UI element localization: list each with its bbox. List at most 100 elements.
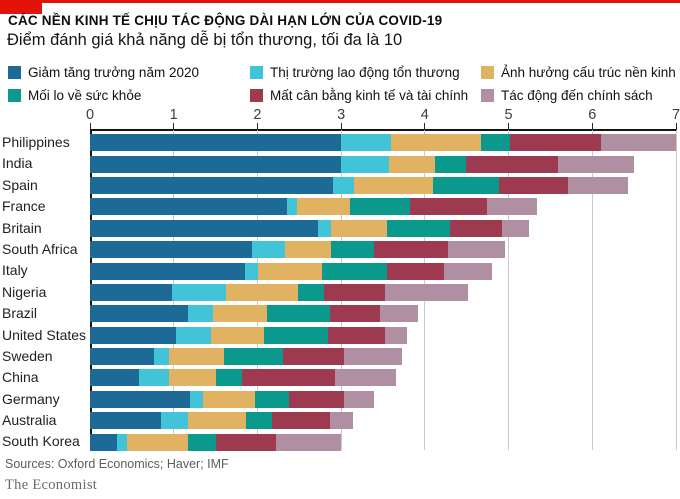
- bar-segment: [433, 176, 499, 194]
- red-tab: [0, 0, 42, 14]
- x-axis: 0 1 2 3 4 5 6 7: [86, 107, 680, 131]
- bar-segment: [335, 369, 397, 387]
- bar-row: [90, 389, 676, 410]
- bar-segment: [387, 219, 450, 237]
- stacked-bar: [90, 305, 419, 323]
- bar-segment: [480, 134, 511, 152]
- bar-row: [90, 260, 676, 281]
- gridline: [591, 130, 593, 450]
- bar-segment: [286, 198, 297, 216]
- axis-tick-label: 4: [420, 107, 429, 123]
- bar-segment: [298, 283, 324, 301]
- bar-segment: [283, 348, 345, 366]
- bar-segment: [465, 155, 558, 173]
- bar-segment: [510, 134, 602, 152]
- bar-rows: [90, 132, 676, 453]
- legend-swatch: [250, 65, 263, 79]
- bar-segment: [285, 241, 332, 259]
- bar-segment: [557, 155, 635, 173]
- bar-segment: [448, 241, 506, 259]
- legend-swatch: [481, 65, 494, 79]
- axis-tick: [508, 123, 510, 130]
- axis-tick: [591, 123, 593, 130]
- bar-row: [90, 303, 676, 324]
- country-label: Philippines: [2, 134, 70, 150]
- stacked-bar: [90, 198, 538, 216]
- axis-tick: [424, 123, 426, 130]
- legend: Giảm tăng trưởng năm 2020 Thị trường lao …: [8, 63, 680, 104]
- bar-segment: [252, 241, 286, 259]
- legend-label: Mất cân bằng kinh tế và tài chính: [270, 87, 469, 103]
- bar-segment: [330, 305, 380, 323]
- stacked-bar: [90, 348, 403, 366]
- bar-segment: [353, 176, 434, 194]
- bar-segment: [187, 433, 217, 451]
- bar-segment: [90, 412, 162, 430]
- bar-segment: [161, 412, 188, 430]
- bar-segment: [223, 348, 284, 366]
- bar-segment: [501, 219, 529, 237]
- bar-row: [90, 367, 676, 388]
- bar-segment: [373, 241, 449, 259]
- legend-item: Mối lo về sức khỏe: [8, 86, 250, 104]
- axis-tick: [675, 123, 677, 130]
- legend-swatch: [481, 88, 494, 102]
- bar-row: [90, 239, 676, 260]
- legend-swatch: [250, 88, 263, 102]
- stacked-bar: [90, 326, 408, 344]
- bar-segment: [254, 390, 290, 408]
- bar-segment: [341, 155, 389, 173]
- bar-segment: [323, 283, 385, 301]
- bar-row: [90, 175, 676, 196]
- category-labels: Philippines India Spain France Britain South …: [2, 132, 88, 453]
- sources-note: Sources: Oxford Economics; Haver; IMF: [5, 457, 229, 471]
- bar-segment: [344, 348, 403, 366]
- bar-segment: [90, 262, 245, 280]
- country-label: Germany: [2, 390, 60, 407]
- bar-segment: [139, 369, 169, 387]
- bar-segment: [264, 326, 328, 344]
- bar-segment: [90, 390, 190, 408]
- bar-segment: [391, 134, 481, 152]
- economist-logo: The Economist: [5, 477, 98, 493]
- legend-label: Giảm tăng trưởng năm 2020: [28, 64, 199, 80]
- stacked-bar: [90, 412, 353, 430]
- bar-segment: [387, 262, 445, 280]
- stacked-bar: [90, 369, 397, 387]
- bar-segment: [332, 176, 354, 194]
- bar-segment: [272, 412, 331, 430]
- legend-item: Ảnh hưởng cấu trúc nền kinh tế: [481, 63, 680, 81]
- bar-segment: [317, 219, 332, 237]
- bar-row: [90, 218, 676, 239]
- chart-title: CÁC NỀN KINH TẾ CHỊU TÁC ĐỘNG DÀI HẠN LỚ…: [8, 13, 443, 28]
- bar-segment: [331, 219, 388, 237]
- bar-segment: [244, 262, 259, 280]
- bar-segment: [172, 283, 226, 301]
- bar-row: [90, 196, 676, 217]
- bar-segment: [388, 155, 435, 173]
- bar-segment: [90, 134, 342, 152]
- bar-segment: [567, 176, 629, 194]
- bar-segment: [275, 433, 342, 451]
- bar-segment: [90, 198, 287, 216]
- plot-area: [90, 130, 677, 453]
- bar-segment: [216, 433, 276, 451]
- bar-segment: [601, 134, 676, 152]
- country-label: Italy: [2, 262, 28, 279]
- stacked-bar: [90, 390, 374, 408]
- country-label: South Africa: [2, 240, 78, 257]
- bar-segment: [498, 176, 568, 194]
- axis-tick-label: 1: [169, 107, 178, 123]
- country-label: South Korea: [2, 433, 80, 450]
- axis-tick: [340, 123, 342, 130]
- stacked-bar: [90, 433, 342, 451]
- bar-segment: [116, 433, 127, 451]
- bar-segment: [90, 219, 318, 237]
- axis-tick-label: 6: [588, 107, 597, 123]
- legend-item: Tác động đến chính sách: [481, 86, 680, 104]
- legend-label: Mối lo về sức khỏe: [28, 87, 142, 103]
- bar-segment: [241, 369, 336, 387]
- bar-segment: [266, 305, 331, 323]
- chart-subtitle: Điểm đánh giá khả năng dễ bị tổn thương,…: [7, 31, 403, 49]
- bar-segment: [90, 369, 140, 387]
